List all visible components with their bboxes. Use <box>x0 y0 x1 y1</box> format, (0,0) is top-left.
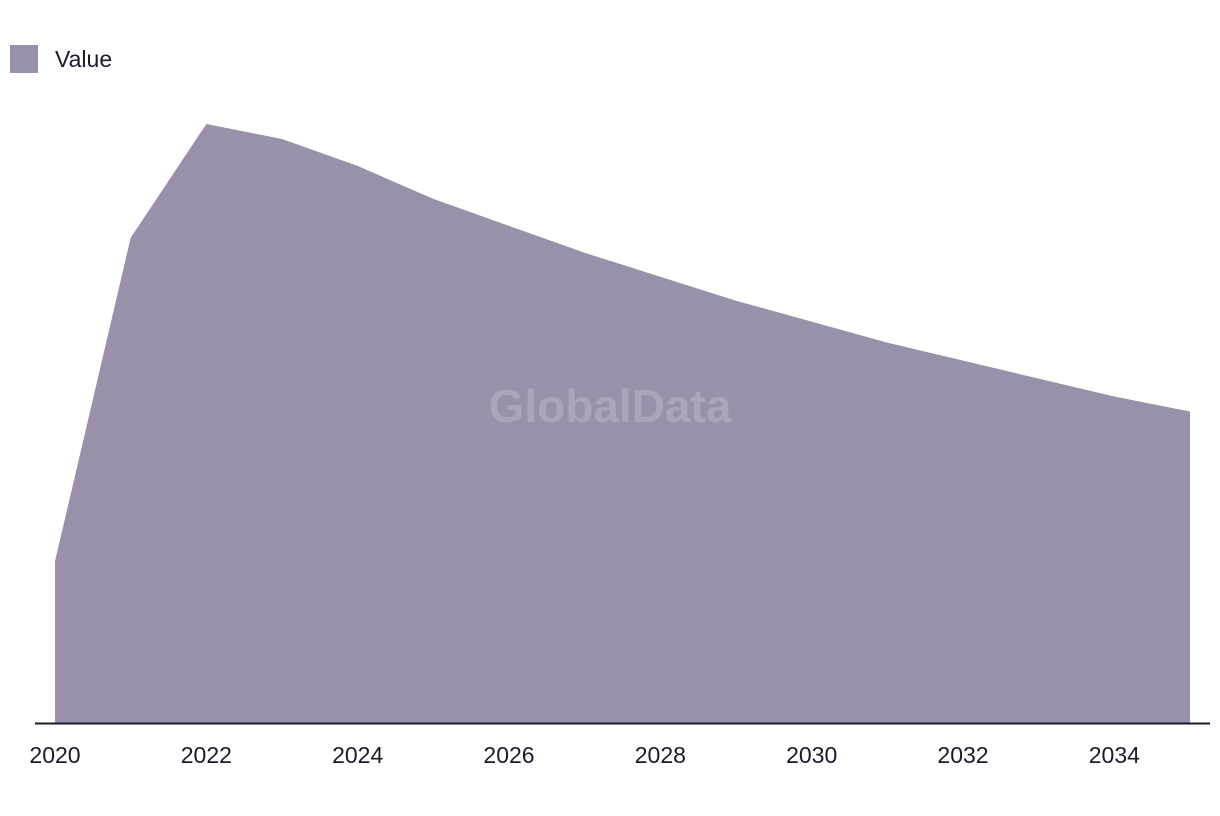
legend-label: Value <box>55 45 113 72</box>
x-tick-label: 2024 <box>332 742 383 768</box>
watermark-text: GlobalData <box>489 380 732 432</box>
x-tick-label: 2028 <box>635 742 686 768</box>
legend-swatch <box>10 45 38 73</box>
x-tick-label: 2032 <box>937 742 988 768</box>
x-tick-label: 2026 <box>483 742 534 768</box>
x-tick-label: 2030 <box>786 742 837 768</box>
x-tick-label: 2022 <box>181 742 232 768</box>
x-tick-label: 2020 <box>29 742 80 768</box>
x-axis-ticks: 2020 2022 2024 2026 2028 2030 2032 2034 <box>29 742 1140 768</box>
area-layer <box>55 124 1190 723</box>
area-series-0 <box>55 124 1190 723</box>
x-tick-label: 2034 <box>1089 742 1140 768</box>
legend: Value <box>10 44 112 74</box>
